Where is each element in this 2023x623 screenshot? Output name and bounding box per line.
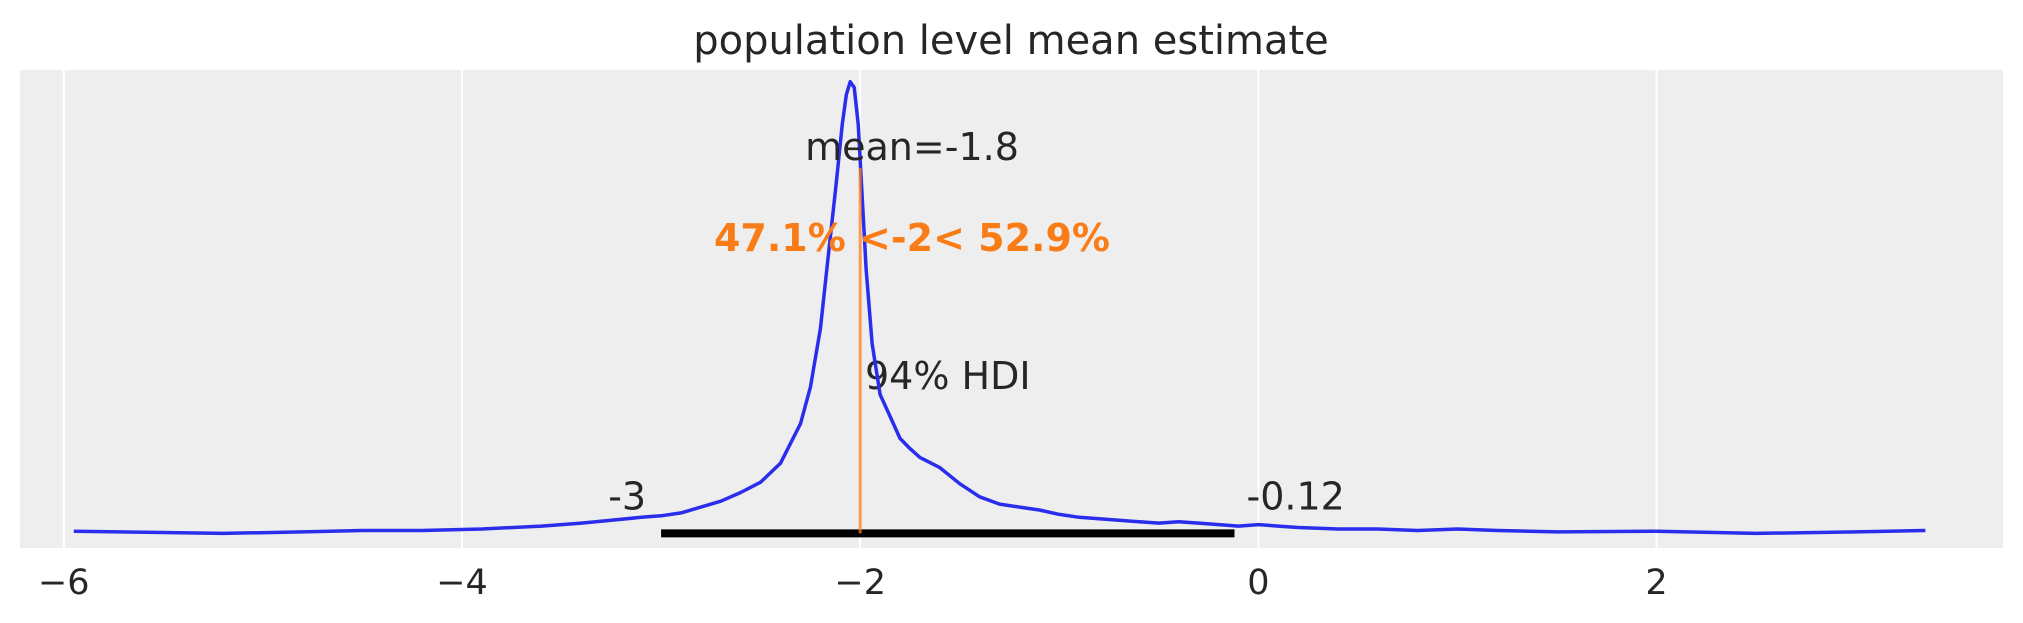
plot-background — [20, 70, 2003, 548]
chart-title: population level mean estimate — [693, 18, 1329, 64]
hdi-label: 94% HDI — [865, 354, 1031, 398]
density-line-0 — [73, 79, 1926, 536]
hdi-low-label: -3 — [608, 474, 646, 518]
x-tick-label-0: −6 — [38, 563, 90, 603]
mean-label: mean=-1.8 — [805, 125, 1019, 169]
x-tick-labels: −6 −4 −2 0 2 — [38, 563, 1668, 603]
x-tick-label-3: 0 — [1247, 563, 1269, 603]
x-tick-label-2: −2 — [834, 563, 886, 603]
hdi-high-label: -0.12 — [1246, 474, 1344, 518]
plot-marks: -3 -0.12 94% HDI 47.1% <-2< 52.9% mean=-1.8 — [73, 79, 1926, 538]
reference-label: 47.1% <-2< 52.9% — [714, 216, 1110, 260]
x-tick-label-4: 2 — [1645, 563, 1667, 603]
x-tick-label-1: −4 — [436, 563, 488, 603]
